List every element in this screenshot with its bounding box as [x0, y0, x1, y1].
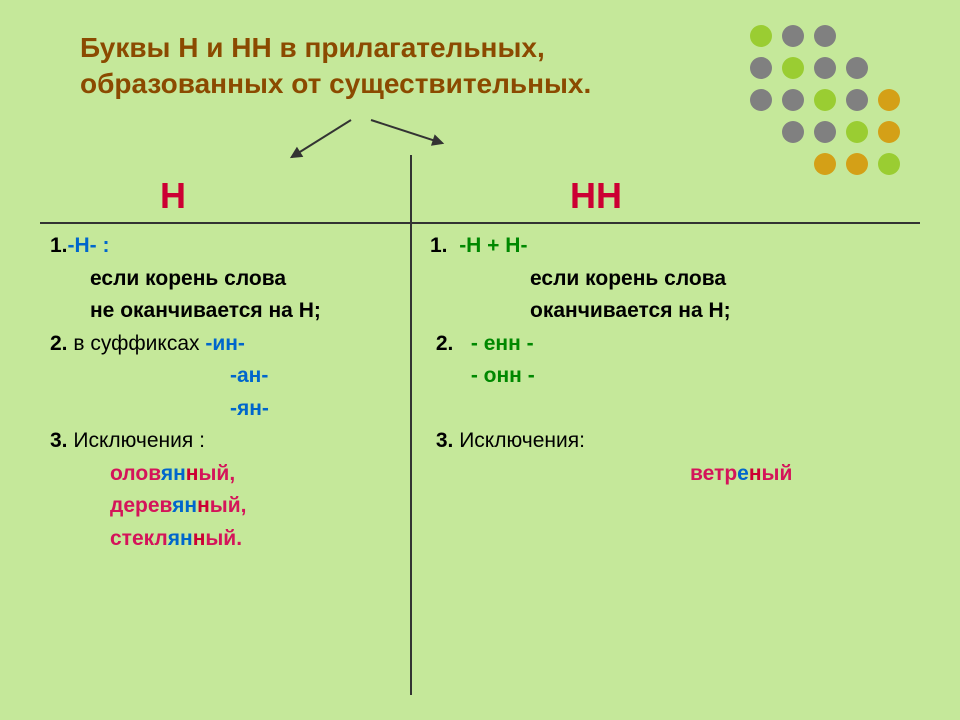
slide: Буквы Н и НН в прилагательных, образован…	[0, 0, 960, 720]
l-ex2: деревянный,	[50, 490, 410, 523]
header-nn: НН	[570, 175, 622, 217]
title-line1: Буквы Н и НН в прилагательных,	[80, 32, 545, 63]
l-r1-a: если корень слова	[50, 263, 410, 296]
l-r3-t: Исключения :	[68, 429, 205, 452]
decorative-dot	[846, 89, 868, 111]
decorative-dot	[814, 25, 836, 47]
l-rule1: 1.-Н- :	[50, 230, 410, 263]
r-ex1-a: ветр	[690, 462, 737, 485]
l-r2-s2: -ан-	[50, 360, 410, 393]
decorative-dot	[846, 153, 868, 175]
decorative-dot	[750, 25, 772, 47]
decorative-dot	[814, 153, 836, 175]
decorative-dot	[750, 89, 772, 111]
decorative-dot	[846, 121, 868, 143]
l-r1-b: не оканчивается на Н;	[50, 295, 410, 328]
l-ex3-b: ян	[168, 527, 193, 550]
r-r2-s2: - онн -	[471, 364, 535, 387]
r-r3-t: Исключения:	[453, 429, 585, 452]
decorative-dot	[846, 57, 868, 79]
decorative-dot	[782, 89, 804, 111]
l-r2-pre: в суффиксах	[68, 332, 206, 355]
arrow-right	[371, 119, 443, 144]
right-column: 1. -Н + Н- если корень слова оканчиваетс…	[430, 230, 860, 490]
r-rule1: 1. -Н + Н-	[430, 230, 860, 263]
l-r2-num: 2.	[50, 332, 68, 355]
l-ex1-b: ян	[161, 462, 186, 485]
vertical-divider	[410, 155, 412, 695]
l-ex3-d: ый.	[205, 527, 242, 550]
decorative-dot	[878, 89, 900, 111]
decorative-dot	[878, 121, 900, 143]
l-ex1: оловянный,	[50, 458, 410, 491]
decorative-dot	[814, 57, 836, 79]
r-r3-num: 3.	[436, 429, 454, 452]
l-ex1-a: олов	[110, 462, 161, 485]
decorative-dot	[782, 57, 804, 79]
l-ex2-c: н	[197, 494, 210, 517]
horizontal-rule	[40, 222, 920, 224]
decorative-dot	[782, 25, 804, 47]
l-r2-s1: -ин-	[205, 332, 245, 355]
decorative-dot	[750, 57, 772, 79]
l-ex3-a: стекл	[110, 527, 168, 550]
r-rule3: 3. Исключения:	[430, 425, 860, 458]
r-r2-s1: - енн -	[471, 332, 534, 355]
r-r2-s2-wrap: - онн -	[430, 360, 860, 393]
r-ex1-b: е	[737, 462, 749, 485]
r-r1-b: оканчивается на Н;	[430, 295, 860, 328]
l-ex2-a: дерев	[110, 494, 172, 517]
decorative-dot	[814, 121, 836, 143]
r-r1-num: 1.	[430, 234, 448, 257]
r-spacer	[430, 393, 860, 426]
l-r3-num: 3.	[50, 429, 68, 452]
l-r1-num: 1.	[50, 234, 68, 257]
left-column: 1.-Н- : если корень слова не оканчиваетс…	[50, 230, 410, 555]
r-r2-num: 2.	[436, 332, 454, 355]
l-rule3: 3. Исключения :	[50, 425, 410, 458]
r-ex1: ветреный	[430, 458, 860, 491]
r-r1-h: -Н + Н-	[459, 234, 527, 257]
r-r1-a: если корень слова	[430, 263, 860, 296]
l-ex3-c: н	[193, 527, 206, 550]
decorative-dot	[782, 121, 804, 143]
l-ex1-d: ый,	[198, 462, 235, 485]
slide-title: Буквы Н и НН в прилагательных, образован…	[80, 30, 700, 103]
l-ex2-b: ян	[172, 494, 197, 517]
decorative-dot	[814, 89, 836, 111]
decorative-dot	[878, 153, 900, 175]
l-r2-s3: -ян-	[50, 393, 410, 426]
header-n: Н	[160, 175, 186, 217]
l-ex2-d: ый,	[210, 494, 247, 517]
r-rule2: 2. - енн -	[430, 328, 860, 361]
l-ex3: стеклянный.	[50, 523, 410, 556]
arrow-left	[291, 119, 351, 158]
l-rule2: 2. в суффиксах -ин-	[50, 328, 410, 361]
l-ex1-c: н	[186, 462, 199, 485]
r-ex1-c: н	[749, 462, 762, 485]
title-line2: образованных от существительных.	[80, 68, 591, 99]
l-r1-h: -Н- :	[68, 234, 110, 257]
r-ex1-d: ый	[762, 462, 793, 485]
dot-grid	[750, 25, 920, 195]
